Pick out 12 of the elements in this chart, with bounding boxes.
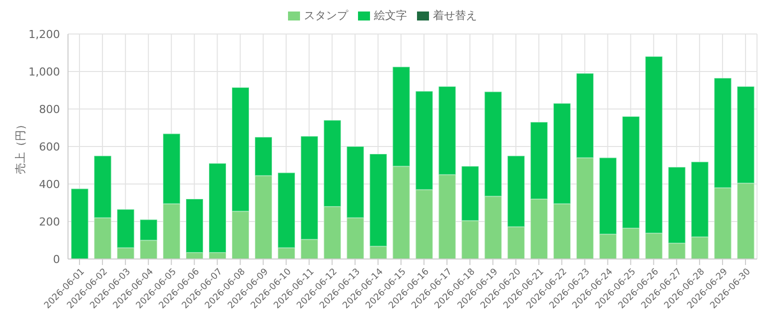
y-tick-label: 800 [39, 102, 60, 116]
bar [70, 188, 89, 259]
y-tick-label: 1,000 [28, 65, 60, 78]
legend-label: スタンプ [304, 9, 348, 22]
legend-label: 着せ替え [433, 9, 477, 22]
y-tick-label: 1,200 [28, 28, 60, 41]
y-tick-label: 200 [39, 215, 60, 228]
y-tick-label: 0 [53, 252, 60, 266]
y-tick-label: 600 [39, 140, 60, 154]
y-axis-title: 売上（円） [14, 119, 27, 174]
legend-label: 絵文字 [374, 9, 407, 22]
y-tick-label: 400 [39, 178, 60, 191]
